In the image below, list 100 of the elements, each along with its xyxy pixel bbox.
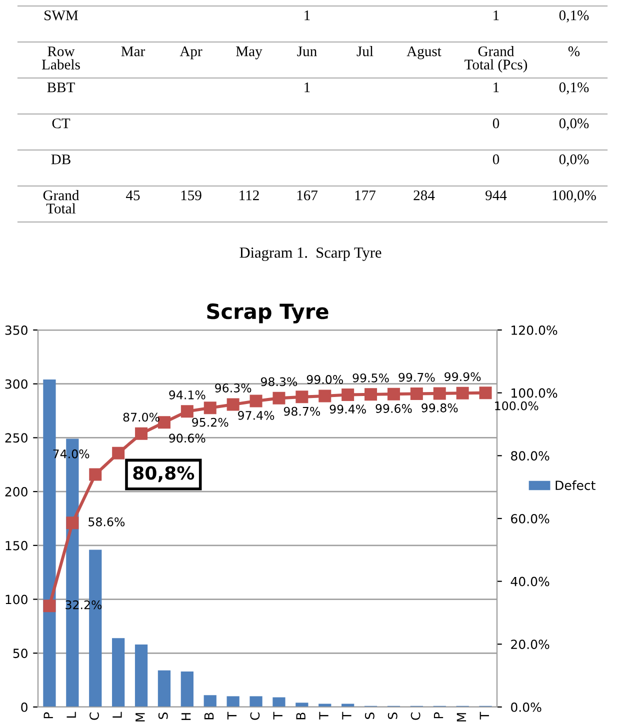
point — [66, 516, 79, 530]
x-tick-label: P — [44, 712, 53, 718]
y-tick-label: 100 — [6, 594, 28, 604]
point — [89, 468, 102, 481]
y-tick-label: 300 — [5, 379, 28, 389]
text: Grand Total — [43, 190, 80, 214]
x-tick-label: P — [434, 712, 444, 718]
data-label: 98.7% — [284, 406, 320, 416]
text: BBT — [47, 82, 75, 92]
bar — [272, 697, 286, 707]
x-tick-label: C — [90, 712, 99, 720]
data-label: 90.6% — [169, 434, 206, 443]
point — [364, 388, 378, 401]
text: Agust — [406, 46, 442, 60]
text: Grand Total (Pcs) — [464, 46, 528, 72]
text: 45 — [126, 190, 140, 200]
y-tick-label: 350 — [5, 325, 28, 335]
legend-label: Defect — [556, 480, 596, 490]
text: Jun — [297, 46, 317, 56]
point — [250, 394, 262, 408]
text: 1 — [304, 82, 310, 92]
point — [318, 390, 332, 402]
text: 159 — [181, 190, 202, 200]
text: 0,1% — [559, 10, 589, 22]
point — [296, 390, 308, 404]
text: 0,0% — [559, 154, 589, 166]
text: SWM — [44, 10, 78, 20]
point — [272, 392, 286, 404]
point — [135, 427, 148, 440]
y-tick-label: 0 — [21, 702, 28, 712]
data-label: 99.0% — [306, 375, 343, 384]
text: 167 — [297, 190, 318, 200]
point — [180, 405, 194, 418]
bar — [226, 696, 240, 707]
y-tick-label: 200 — [5, 487, 28, 496]
data-label: 99.4% — [330, 404, 366, 414]
text: Mar — [121, 46, 146, 56]
y2-tick-label: 0.0% — [511, 702, 542, 712]
point — [204, 402, 216, 414]
x-tick-label: L — [66, 712, 76, 718]
x-tick-label: S — [364, 712, 374, 719]
text: DB — [51, 154, 70, 164]
y-tick-label: 150 — [6, 540, 28, 550]
x-tick-label: T — [480, 712, 489, 720]
bar — [180, 671, 194, 707]
text: 0 — [492, 154, 500, 164]
bar — [296, 702, 308, 707]
point — [158, 416, 170, 429]
data-label: 100.0% — [495, 401, 538, 410]
data-label: 99.9% — [444, 372, 481, 382]
text: May — [236, 46, 262, 60]
bar — [204, 695, 216, 707]
text: 112 — [240, 190, 259, 200]
point — [112, 446, 125, 460]
x-tick-label: H — [182, 713, 191, 720]
text: 0 — [492, 118, 500, 128]
point — [387, 388, 400, 400]
data-label: 99.8% — [422, 403, 458, 412]
text: Jul — [356, 46, 374, 56]
data-label: 99.7% — [398, 372, 435, 382]
text: % — [568, 46, 580, 56]
x-tick-label: T — [319, 712, 328, 720]
point — [479, 386, 492, 400]
bar — [250, 696, 262, 707]
x-tick-label: C — [410, 712, 420, 720]
text: Apr — [180, 46, 202, 60]
point — [433, 387, 446, 400]
y2-tick-label: 100.0% — [512, 388, 558, 398]
x-tick-label: T — [273, 712, 282, 720]
data-label: 96.3% — [215, 384, 252, 392]
y2-tick-label: 120.0% — [512, 325, 558, 335]
text: CT — [52, 118, 70, 128]
text: 0,0% — [559, 118, 589, 130]
text: Diagram 1. Scarp Tyre — [240, 248, 382, 261]
bar — [158, 670, 171, 707]
text: Row Labels — [42, 46, 80, 70]
text: 944 — [486, 190, 507, 200]
text: 1 — [494, 82, 499, 92]
text: 0,1% — [559, 82, 589, 94]
text: 1 — [304, 10, 310, 20]
x-tick-label: L — [112, 712, 122, 718]
data-label: 94.1% — [169, 390, 206, 400]
data-label: 98.3% — [260, 377, 298, 386]
x-tick-label: T — [227, 712, 237, 720]
x-tick-label: S — [158, 712, 168, 719]
x-tick-label: M — [456, 713, 466, 722]
y2-tick-label: 60.0% — [511, 514, 550, 524]
data-label: 58.6% — [88, 517, 125, 526]
bar — [112, 638, 125, 707]
data-label: 87.0% — [123, 412, 160, 422]
x-tick-label: M — [136, 713, 145, 722]
x-tick-label: S — [388, 712, 398, 719]
point — [226, 398, 240, 411]
bar — [134, 644, 148, 707]
chart-title: Scrap Tyre — [207, 303, 328, 324]
text: 1 — [494, 10, 499, 20]
x-tick-label: B — [204, 712, 214, 720]
x-tick-label: B — [296, 712, 306, 720]
point — [342, 388, 354, 401]
y2-tick-label: 40.0% — [510, 576, 550, 586]
